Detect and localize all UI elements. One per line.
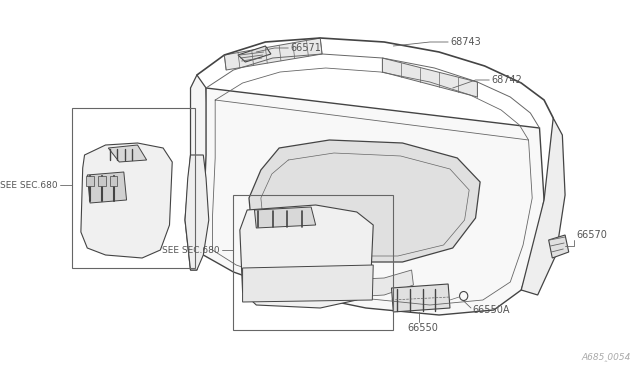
Polygon shape (255, 207, 316, 228)
Polygon shape (185, 155, 209, 270)
Text: 66571: 66571 (290, 43, 321, 53)
Bar (86, 176, 93, 186)
Polygon shape (392, 284, 450, 312)
Polygon shape (243, 265, 373, 302)
Text: A685‸0054: A685‸0054 (582, 353, 631, 362)
Polygon shape (108, 145, 147, 162)
Polygon shape (268, 268, 413, 298)
Polygon shape (382, 58, 477, 97)
Polygon shape (224, 38, 322, 70)
Bar (72, 108, 195, 268)
Text: 66550: 66550 (407, 323, 438, 333)
Polygon shape (249, 140, 480, 262)
Text: 68743: 68743 (450, 37, 481, 47)
Polygon shape (87, 172, 127, 203)
Text: 66550A: 66550A (473, 305, 510, 315)
Text: 68742: 68742 (491, 75, 522, 85)
Bar (234, 195, 394, 330)
Polygon shape (548, 235, 569, 258)
Text: SEE SEC.680: SEE SEC.680 (1, 180, 58, 189)
Bar (98, 176, 106, 186)
Bar (110, 176, 117, 186)
Polygon shape (521, 118, 565, 295)
Text: SEE SEC.680: SEE SEC.680 (162, 246, 220, 254)
Polygon shape (238, 46, 271, 62)
Polygon shape (81, 143, 172, 258)
Polygon shape (204, 88, 544, 315)
Polygon shape (185, 75, 209, 270)
Polygon shape (240, 205, 373, 308)
Text: 66570: 66570 (576, 230, 607, 240)
